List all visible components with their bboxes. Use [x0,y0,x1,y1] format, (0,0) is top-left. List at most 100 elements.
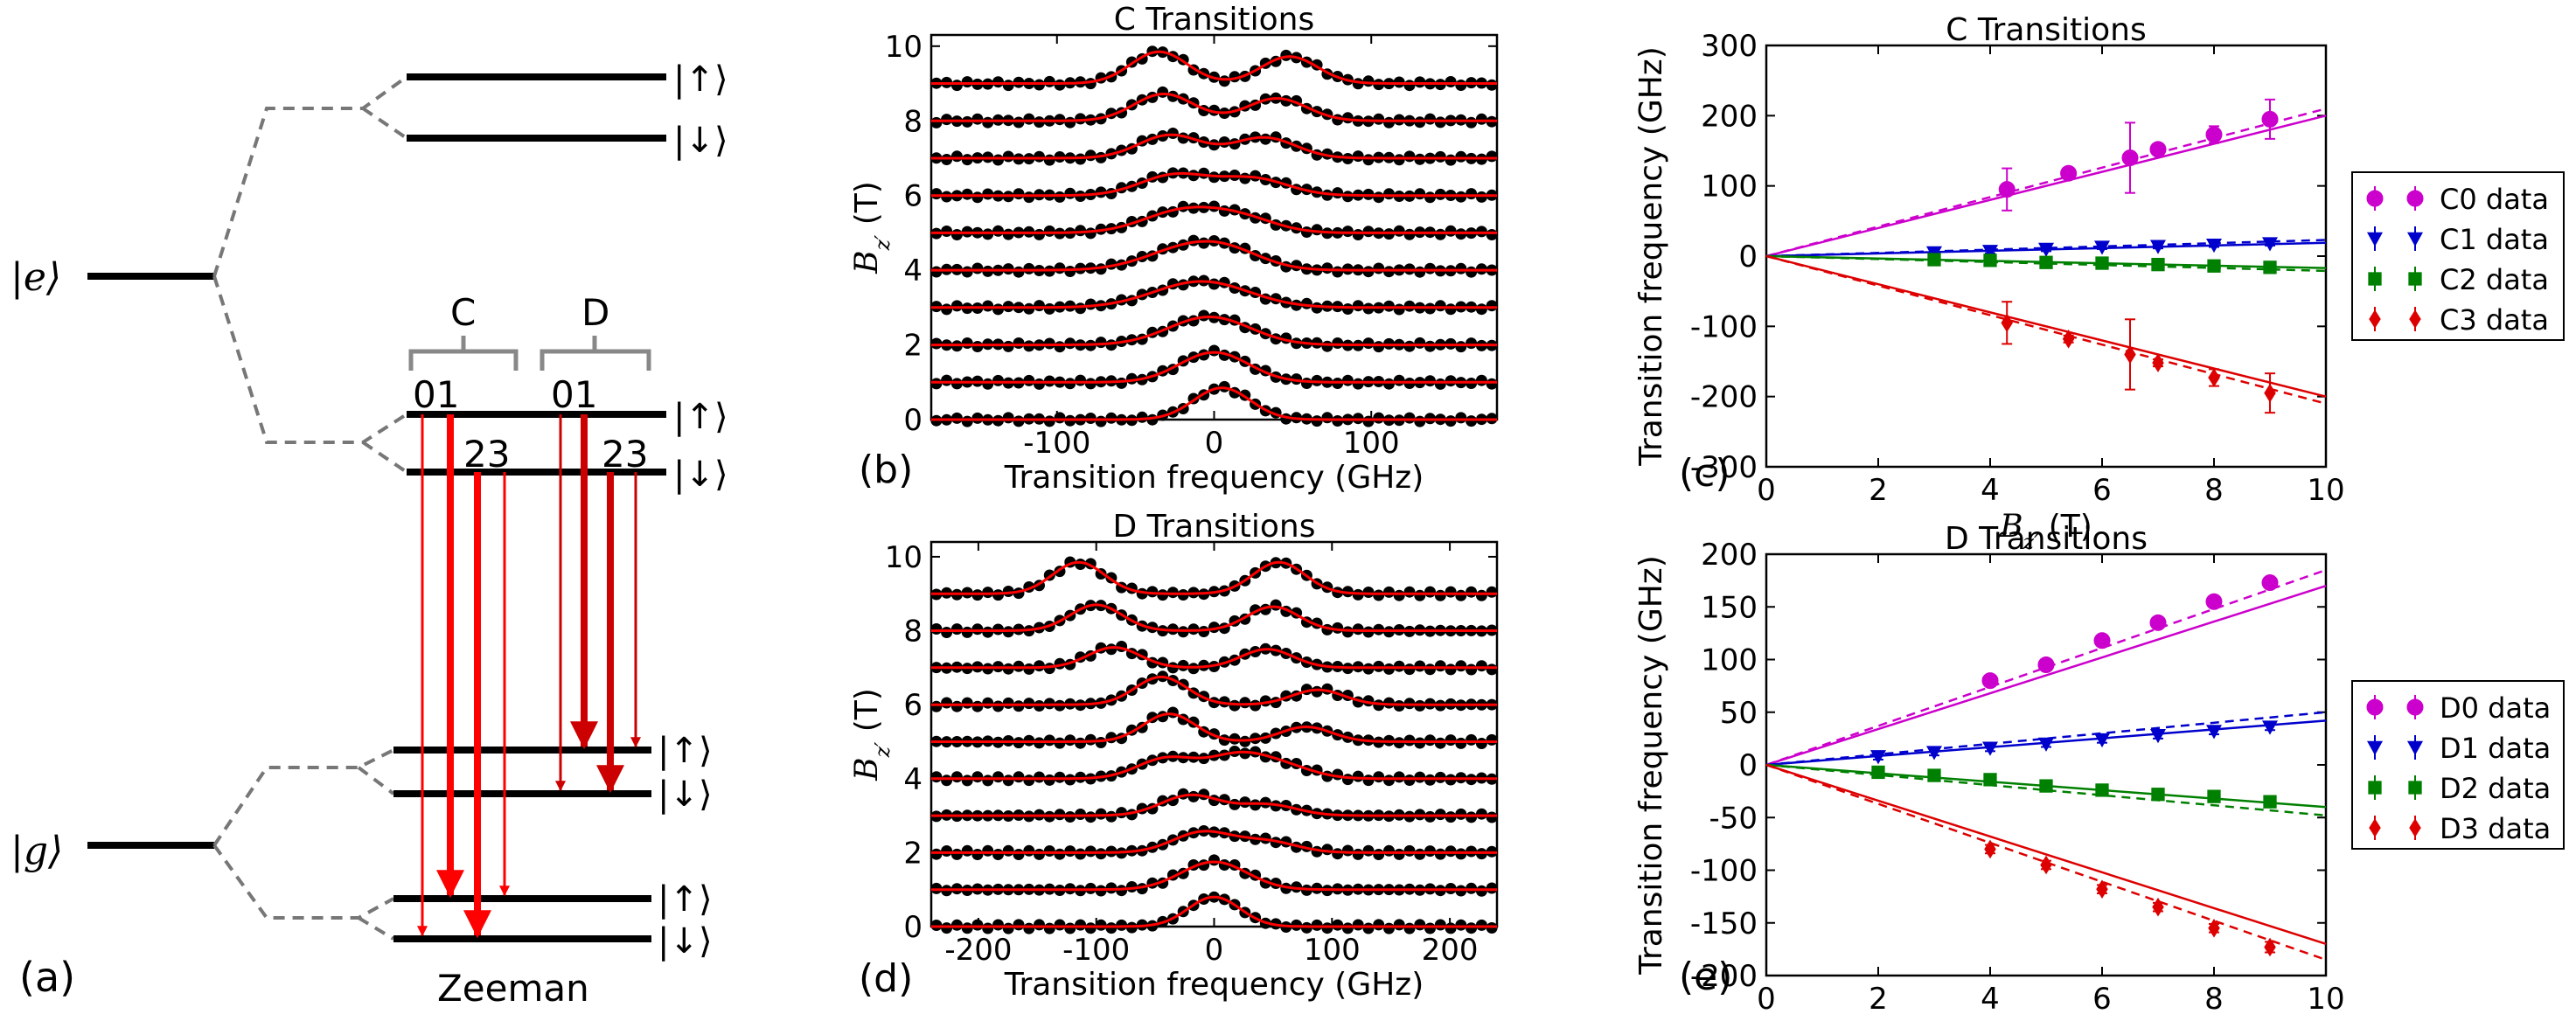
legend-box [2351,680,2565,850]
data-point [1352,848,1364,860]
data-point [961,415,973,427]
data-point [1434,589,1446,601]
data-point [1414,415,1426,427]
data-point [992,849,1004,860]
data-point [1105,810,1117,823]
data-point [1341,374,1354,386]
marker-square [2368,781,2382,795]
x-axis-label: Transition frequency (GHz) [1004,967,1424,1003]
data-point [1373,849,1385,860]
data-point [1393,589,1405,601]
marker-circle [2149,614,2167,631]
data-point [1424,663,1436,676]
data-point [1311,415,1323,427]
y-tick-label: 6 [903,688,922,723]
data-point [1157,86,1169,98]
data-point [1075,374,1087,386]
data-point [1362,266,1375,278]
data-point [1064,116,1076,128]
legend-entry-label: C1 data [2440,223,2549,256]
data-point [1043,415,1055,427]
data-point [1466,415,1478,427]
data-point [1455,808,1467,820]
data-point [1105,922,1117,934]
legend-entry-label: C3 data [2440,303,2549,337]
data-point [1064,922,1076,934]
data-point [1095,737,1107,748]
data-point [992,919,1004,931]
data-point [1486,882,1498,894]
data-point [982,844,994,857]
data-point [1043,75,1055,87]
data-point [961,154,973,166]
data-point [1013,116,1025,128]
data-point [1373,113,1385,125]
marker-circle [2261,574,2279,592]
data-point [971,262,984,274]
fit-curve [931,603,1497,632]
x-tick-label: 2 [1869,982,1888,1017]
data-point [1054,848,1066,860]
group-d-bracket [540,336,651,371]
marker-diamond [2208,368,2220,387]
data-point [950,300,963,312]
data-point [1373,919,1385,931]
data-point [1002,228,1014,240]
data-point [961,626,973,638]
data-point [1373,589,1385,601]
data-point [1362,587,1375,598]
data-point [1321,340,1333,352]
data-point [971,341,984,352]
data-point [1445,663,1457,676]
y-tick-label: 4 [903,254,922,288]
panel-label: (e) [1679,955,1732,999]
data-point [1434,300,1446,312]
x-tick-label: 4 [1981,982,2000,1017]
data-point [1434,150,1446,163]
data-point [1023,922,1035,934]
y-tick-label: 100 [1701,643,1758,678]
c-bottom-numbers: 23 [463,433,510,476]
data-point [1075,737,1087,749]
data-point [971,700,984,712]
data-point [1373,412,1385,424]
x-tick-label: 0 [1205,933,1224,968]
y-tick-label: 100 [1701,170,1758,205]
marker-diamond [2369,309,2381,329]
data-point [1034,919,1045,931]
data-point [1486,586,1498,598]
marker-triangle [1870,750,1886,765]
panel-label: (b) [859,448,913,492]
fit-curve [931,280,1497,309]
data-point [1455,660,1467,672]
data-point [950,229,963,240]
marker-square [2095,783,2109,797]
marker-circle [1998,181,2016,198]
data-point [1393,848,1405,860]
data-point [1362,154,1375,166]
data-point [1486,378,1498,390]
data-point [1341,303,1354,315]
marker-triangle [2094,240,2110,255]
marker-circle [2261,110,2279,128]
data-point [1166,128,1179,139]
marker-diamond [2124,344,2136,365]
data-point [1455,341,1467,353]
data-point [1054,79,1066,91]
data-point [1084,378,1097,390]
data-point [982,774,994,787]
data-point [1311,685,1323,698]
data-point [1054,737,1066,749]
data-point [1383,844,1395,857]
data-point [1414,188,1426,200]
fit-curve [931,895,1497,928]
y-axis-label: Transition frequency (GHz) [1633,46,1669,467]
marker-triangle [2038,737,2054,752]
data-point [1034,848,1045,860]
spin-down-label-3: |↓⟩ [658,774,713,815]
fit-line-dashed [1765,568,2327,767]
fit-curve [931,240,1497,272]
data-point [1023,774,1035,787]
spin-down-label-4: |↓⟩ [658,921,713,962]
data-point [1208,344,1220,357]
